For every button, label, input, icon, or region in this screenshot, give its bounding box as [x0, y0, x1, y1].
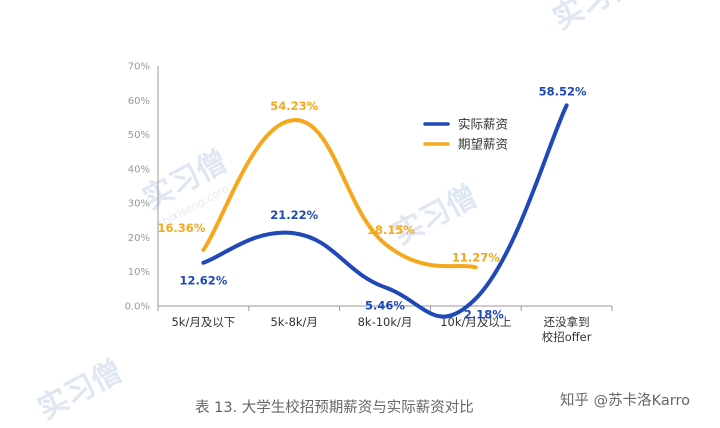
- y-tick-label: 20%: [128, 233, 150, 244]
- x-axis-labels: 5k/月及以下 5k-8k/月 8k-10k/月 10k/月及以上 还没拿到校招offe…: [171, 315, 591, 344]
- x-category-label: 5k-8k/月: [270, 315, 317, 329]
- x-category-label: 5k/月及以下: [171, 315, 235, 329]
- y-axis-ticks: 0.0% 10% 20% 30% 40% 50% 60% 70%: [125, 62, 150, 313]
- x-category-line: 8k-10k/月: [358, 315, 413, 329]
- y-tick-label: 60%: [128, 96, 150, 107]
- data-label: 5.46%: [365, 298, 405, 312]
- x-category-line: 10k/月及以上: [440, 315, 511, 329]
- watermark-brand-4: 实习僧: [32, 354, 128, 427]
- x-category-label: 8k-10k/月: [358, 315, 413, 329]
- y-tick-label: 70%: [128, 62, 150, 73]
- figure-caption: 表 13. 大学生校招预期薪资与实际薪资对比: [195, 399, 474, 416]
- x-category-line: 校招offer: [542, 330, 592, 344]
- y-tick-label: 30%: [128, 199, 150, 210]
- legend-label-expected: 期望薪资: [458, 137, 508, 152]
- x-category-line: 5k/月及以下: [171, 315, 235, 329]
- data-label: 21.22%: [270, 208, 318, 222]
- x-category-label: 还没拿到校招offer: [542, 315, 592, 344]
- series-line-1: [201, 118, 478, 270]
- x-category-label: 10k/月及以上: [440, 315, 511, 329]
- data-label: 58.52%: [539, 84, 587, 98]
- legend-label-actual: 实际薪资: [458, 117, 508, 132]
- watermark-group: 实习僧 shixiseng.com 实习僧 实习僧 实习僧: [32, 0, 643, 427]
- data-labels: 12.62% 21.22% 5.46% 2.18% 58.52% 16.36% 54.23%…: [157, 84, 587, 321]
- data-label: 54.23%: [270, 99, 318, 113]
- data-label: 12.62%: [179, 274, 227, 288]
- data-label: 16.36%: [157, 221, 205, 235]
- credit-text: 知乎 @苏卡洛Karro: [560, 392, 690, 409]
- series-layer: [201, 103, 569, 319]
- data-label: 11.27%: [452, 250, 500, 264]
- data-label: 2.18%: [464, 308, 504, 322]
- watermark-brand-3: 实习僧: [387, 179, 483, 252]
- y-tick-label: 40%: [128, 164, 150, 175]
- x-category-line: 5k-8k/月: [270, 315, 317, 329]
- y-tick-label: 0.0%: [125, 302, 150, 313]
- y-tick-label: 10%: [128, 267, 150, 278]
- x-category-line: 还没拿到: [544, 315, 590, 329]
- legend: 实际薪资 期望薪资: [423, 117, 508, 152]
- watermark-brand-2: 实习僧: [547, 0, 643, 37]
- x-axis-ticks: [157, 306, 613, 311]
- y-tick-label: 50%: [128, 130, 150, 141]
- series-line-0: [201, 103, 569, 319]
- data-label: 18.15%: [367, 223, 415, 237]
